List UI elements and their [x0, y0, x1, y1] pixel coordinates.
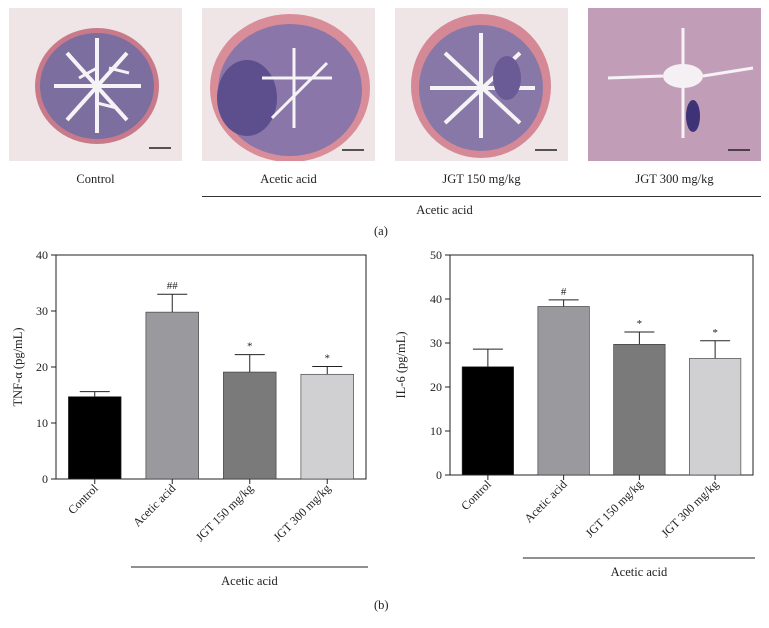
chart-svg: 0 10 20 30 40 50 IL-6 (pg/mL) Control # Acetic ac…: [394, 248, 755, 579]
y-tick-label: 50: [430, 248, 442, 262]
x-tick-label: Acetic acid: [521, 477, 569, 525]
y-tick-label: 10: [36, 416, 48, 430]
y-tick-label: 0: [42, 472, 48, 486]
y-axis-label: TNF-α (pg/mL): [11, 327, 25, 406]
caption-control: Control: [76, 172, 115, 186]
group-label: Acetic acid: [221, 574, 278, 588]
bar: [689, 358, 742, 476]
significance-marker: *: [325, 352, 331, 364]
bar: [461, 366, 514, 476]
chart-svg: 0 10 20 30 40 TNF-α (pg/mL) Control ## Acetic ac…: [11, 248, 368, 588]
group-label: Acetic acid: [611, 565, 668, 579]
micrograph-jgt-150: [395, 8, 568, 161]
y-tick-label: 40: [36, 248, 48, 262]
micrograph-jgt-300: [588, 8, 761, 161]
significance-marker: #: [561, 286, 567, 298]
panel-b-label: (b): [374, 598, 389, 612]
micrograph-acetic-acid: [202, 8, 375, 161]
x-tick-label: Control: [65, 481, 101, 517]
bar: [223, 371, 277, 480]
x-tick-label: JGT 150 mg/kg: [582, 477, 645, 540]
caption-acetic-acid: Acetic acid: [260, 172, 317, 186]
x-tick-label: JGT 150 mg/kg: [193, 481, 256, 544]
significance-marker: ##: [167, 280, 179, 292]
tnf-alpha-chart: 0 10 20 30 40 TNF-α (pg/mL) Control ## Acetic ac…: [0, 240, 384, 595]
x-tick-label: JGT 300 mg/kg: [270, 481, 333, 544]
y-tick-label: 20: [430, 380, 442, 394]
y-tick-label: 30: [430, 336, 442, 350]
x-tick-label: Control: [458, 477, 494, 513]
x-tick-label: JGT 300 mg/kg: [658, 477, 721, 540]
bar: [537, 306, 590, 476]
y-tick-label: 30: [36, 304, 48, 318]
y-tick-label: 20: [36, 360, 48, 374]
significance-marker: *: [247, 341, 253, 353]
y-tick-label: 0: [436, 468, 442, 482]
caption-jgt-300: JGT 300 mg/kg: [635, 172, 714, 186]
y-tick-label: 40: [430, 292, 442, 306]
bar: [613, 344, 666, 476]
group-bracket-line: [202, 196, 761, 197]
y-tick-label: 10: [430, 424, 442, 438]
il6-chart: 0 10 20 30 40 50 IL-6 (pg/mL) Control # Acetic ac…: [385, 240, 769, 595]
x-tick-label: Acetic acid: [130, 481, 178, 529]
bar: [145, 311, 199, 480]
significance-marker: *: [637, 318, 643, 330]
y-axis-label: IL-6 (pg/mL): [394, 332, 408, 399]
bar: [300, 373, 354, 480]
panel-a-label: (a): [374, 224, 388, 238]
group-label: Acetic acid: [416, 203, 473, 217]
plot-frame: [449, 254, 754, 476]
significance-marker: *: [712, 327, 718, 339]
bar: [68, 396, 122, 480]
caption-jgt-150: JGT 150 mg/kg: [442, 172, 521, 186]
micrograph-control: [9, 8, 182, 161]
